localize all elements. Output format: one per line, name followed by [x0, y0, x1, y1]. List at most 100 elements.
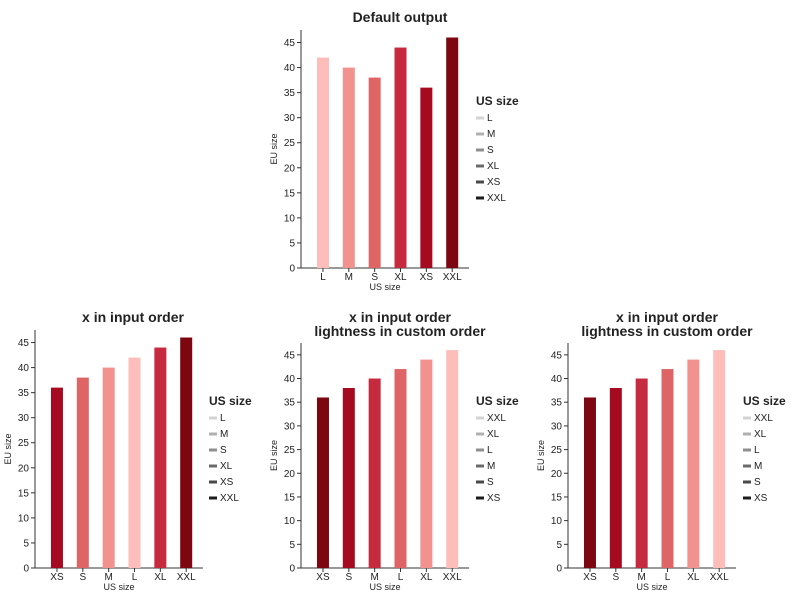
legend-item-label: S	[220, 445, 227, 456]
legend-title: US size	[209, 394, 252, 408]
legend-title: US size	[743, 394, 786, 408]
y-tick-label: 40	[18, 363, 30, 374]
bar-xs	[50, 387, 63, 568]
bar-xs	[583, 397, 596, 568]
legend-item-label: XS	[754, 493, 768, 504]
bar-m	[368, 378, 381, 568]
bar-m	[635, 378, 648, 568]
y-tick-label: 25	[18, 438, 30, 449]
legend-item-label: XXL	[220, 493, 239, 504]
legend-item-label: L	[487, 113, 493, 124]
legend-item-label: XL	[754, 429, 767, 440]
x-tick-label: XL	[420, 572, 433, 583]
y-tick-label: 15	[284, 188, 296, 199]
x-tick-label: S	[79, 572, 86, 583]
bar-xl	[687, 359, 700, 568]
y-tick-label: 0	[23, 564, 29, 575]
y-tick-label: 0	[289, 264, 295, 275]
x-tick-label: M	[370, 572, 378, 583]
y-tick-label: 25	[284, 138, 296, 149]
y-axis-label: EU size	[269, 440, 279, 471]
x-tick-label: M	[637, 572, 645, 583]
x-tick-label: XL	[394, 272, 407, 283]
bar-l	[394, 369, 407, 568]
x-tick-label: M	[345, 272, 353, 283]
y-axis-label: EU size	[536, 440, 546, 471]
legend: US size XXL XL LMS XS	[743, 394, 786, 504]
y-tick-label: 45	[284, 350, 296, 361]
bar-l	[661, 369, 674, 568]
y-tick-label: 30	[284, 421, 296, 432]
bar-xxl	[180, 337, 193, 568]
legend: US size LMS XL XS XXL	[209, 394, 252, 504]
legend-item-label: XS	[487, 493, 501, 504]
legend-item-label: XXL	[487, 413, 506, 424]
y-tick-label: 15	[284, 492, 296, 503]
bar-m	[102, 367, 115, 568]
x-axis-label: US size	[103, 582, 134, 592]
legend-item-label: XL	[487, 161, 500, 172]
y-tick-label: 45	[284, 38, 296, 49]
legend-item-label: XXL	[487, 193, 506, 204]
chart-title: lightness in custom order	[581, 323, 753, 339]
chart-title: x in input order	[616, 309, 718, 325]
legend-item-label: M	[220, 429, 228, 440]
bar-xxl	[713, 350, 726, 568]
y-axis-label: EU size	[269, 133, 279, 164]
y-tick-label: 15	[551, 492, 563, 503]
y-tick-label: 15	[18, 488, 30, 499]
x-tick-label: L	[398, 572, 404, 583]
x-tick-label: L	[320, 272, 326, 283]
legend-item-label: M	[487, 461, 495, 472]
y-tick-label: 20	[284, 163, 296, 174]
legend-item-label: XXL	[754, 413, 773, 424]
y-tick-label: 45	[18, 338, 30, 349]
legend-item-label: M	[487, 129, 495, 140]
y-tick-label: 10	[284, 213, 296, 224]
x-tick-label: XXL	[443, 272, 462, 283]
bar-s	[342, 388, 355, 568]
y-tick-label: 40	[551, 374, 563, 385]
x-tick-label: XXL	[710, 572, 729, 583]
x-tick-label: XS	[50, 572, 64, 583]
y-tick-label: 20	[284, 469, 296, 480]
legend-item-label: S	[754, 477, 761, 488]
y-tick-label: 5	[23, 538, 29, 549]
chart-title: Default output	[353, 9, 448, 25]
bar-xs	[316, 397, 329, 568]
x-tick-label: XL	[154, 572, 167, 583]
legend-item-label: L	[220, 413, 226, 424]
x-tick-label: S	[345, 572, 352, 583]
x-tick-label: S	[371, 272, 378, 283]
bar-xl	[394, 47, 407, 269]
chart-title: x in input order	[349, 309, 451, 325]
bar-xxl	[446, 350, 459, 568]
bar-s	[76, 377, 89, 568]
y-tick-label: 20	[18, 463, 30, 474]
y-tick-label: 35	[551, 398, 563, 409]
x-tick-label: XXL	[443, 572, 462, 583]
legend: US size LMS XL XS XXL	[476, 94, 519, 204]
y-tick-label: 25	[284, 445, 296, 456]
y-tick-label: 45	[551, 350, 563, 361]
y-tick-label: 0	[289, 564, 295, 575]
y-tick-label: 5	[289, 238, 295, 249]
legend-item-label: L	[487, 445, 493, 456]
y-tick-label: 0	[556, 564, 562, 575]
x-tick-label: XS	[583, 572, 597, 583]
y-tick-label: 10	[551, 516, 563, 527]
bar-xl	[154, 347, 167, 568]
y-tick-label: 30	[551, 421, 563, 432]
legend-item-label: XS	[487, 177, 501, 188]
legend: US size XXL XL LMS XS	[476, 394, 519, 504]
y-tick-label: 30	[18, 413, 30, 424]
y-tick-label: 35	[284, 398, 296, 409]
chart-title: x in input order	[82, 309, 184, 325]
legend-item-label: S	[487, 145, 494, 156]
chart-title: lightness in custom order	[314, 323, 486, 339]
x-tick-label: XS	[316, 572, 330, 583]
x-tick-label: L	[132, 572, 138, 583]
